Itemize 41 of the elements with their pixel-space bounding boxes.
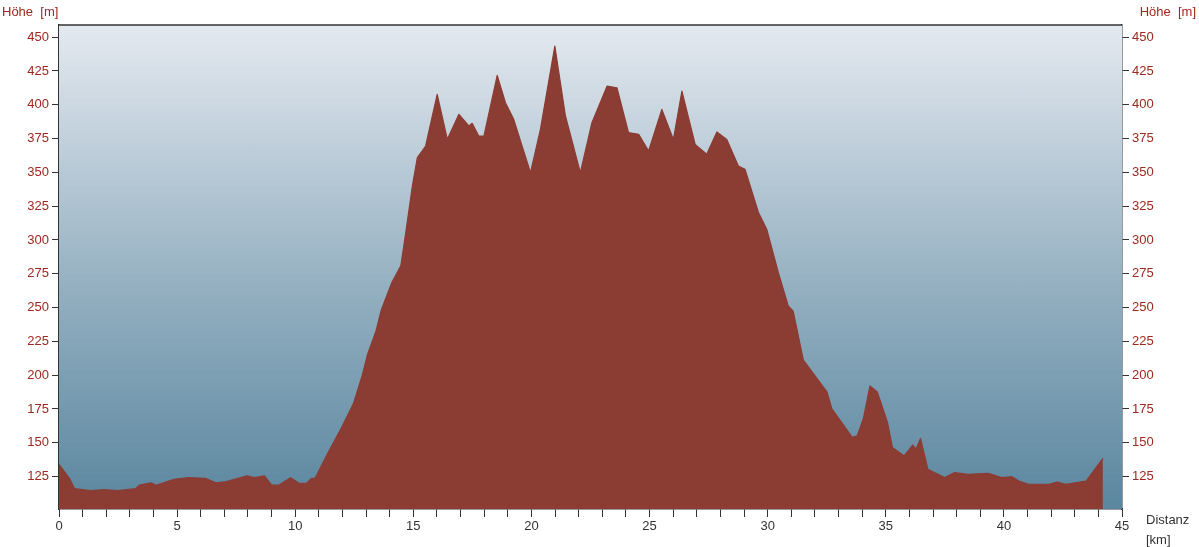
y2-axis-title: Höhe [m] — [1139, 3, 1196, 19]
x-tick-label: 5 — [173, 518, 181, 534]
x-tick-label: 25 — [642, 518, 657, 534]
y2-tick-label: 425 — [1132, 62, 1154, 78]
x-axis-title: Distanz [km] — [1146, 511, 1190, 547]
x-tick-label: 10 — [287, 518, 303, 534]
x-tick-label: 45 — [1114, 518, 1130, 534]
x-tick-label: 40 — [996, 518, 1012, 534]
y-tick-label: 350 — [27, 163, 49, 179]
y-tick-label: 375 — [27, 130, 49, 146]
y2-tick-label: 350 — [1132, 163, 1154, 179]
y-tick-label: 200 — [27, 366, 49, 382]
y-tick-label: 300 — [27, 231, 49, 247]
y-tick-label: 250 — [27, 299, 49, 315]
y-tick-label: 450 — [27, 28, 49, 44]
y2-tick-label: 150 — [1132, 434, 1154, 450]
y-tick-label: 225 — [27, 332, 49, 348]
y-axis-title: Höhe [m] — [2, 3, 59, 19]
y2-tick-label: 375 — [1132, 130, 1154, 146]
y-tick-label: 425 — [27, 62, 49, 78]
x-tick-label: 15 — [406, 518, 421, 534]
y-tick-label: 400 — [27, 96, 49, 112]
y2-tick-label: 250 — [1132, 299, 1154, 315]
y2-tick-label: 275 — [1132, 265, 1154, 281]
y-tick-label: 125 — [27, 468, 49, 484]
y2-tick-label: 225 — [1132, 332, 1154, 348]
y-tick-label: 325 — [27, 197, 49, 213]
y2-tick-label: 200 — [1132, 366, 1154, 382]
y2-tick-label: 175 — [1132, 400, 1154, 416]
y2-tick-label: 325 — [1132, 197, 1154, 213]
x-tick-label: 35 — [878, 518, 894, 534]
x-tick-label: 0 — [55, 518, 63, 534]
y2-tick-label: 125 — [1132, 468, 1154, 484]
y-tick-label: 275 — [27, 265, 49, 281]
x-tick-label: 30 — [760, 518, 775, 534]
y-tick-label: 175 — [27, 400, 49, 416]
y-tick-label: 150 — [27, 434, 49, 450]
x-tick-label: 20 — [524, 518, 539, 534]
y2-tick-label: 400 — [1132, 96, 1154, 112]
y2-tick-label: 450 — [1132, 28, 1154, 44]
y2-tick-label: 300 — [1132, 231, 1154, 247]
